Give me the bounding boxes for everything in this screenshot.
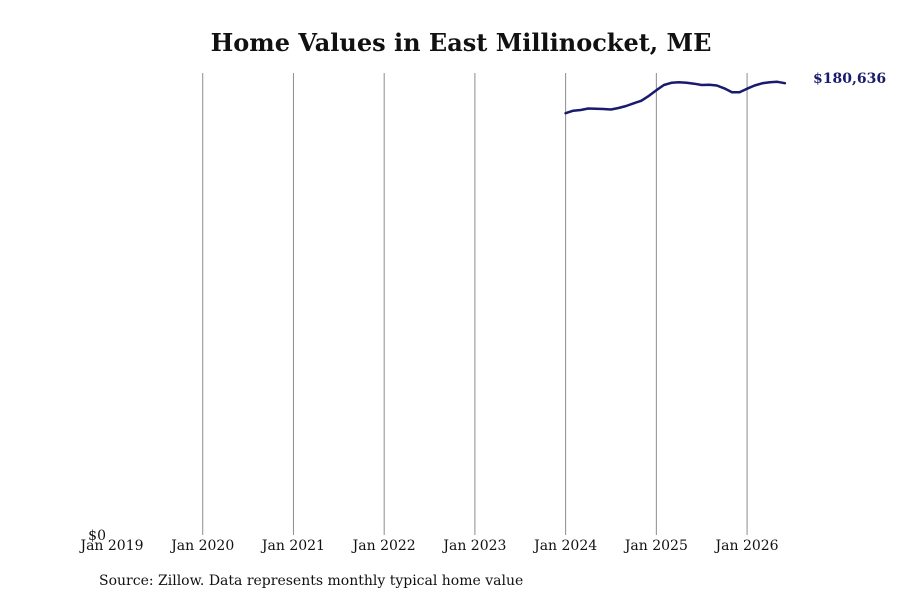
- data-point: [640, 99, 643, 102]
- series-layer: $180,636: [564, 71, 886, 115]
- x-tick-label: Jan 2023: [441, 538, 506, 554]
- data-point: [768, 81, 771, 84]
- x-axis-ticks: Jan 2019 Jan 2020 Jan 2021 Jan 2022 Jan 2023…: [78, 538, 778, 554]
- data-point: [700, 84, 703, 86]
- data-point: [731, 91, 733, 94]
- series-line: [564, 80, 787, 115]
- data-point: [783, 82, 786, 85]
- data-point: [753, 84, 756, 87]
- data-point: [602, 108, 605, 110]
- data-point: [708, 83, 711, 86]
- y-tick-label: $0: [88, 528, 106, 544]
- data-point: [685, 81, 688, 84]
- x-tick-label: Jan 2021: [260, 538, 325, 554]
- data-point: [572, 109, 575, 112]
- data-point: [655, 89, 658, 92]
- data-point: [693, 82, 696, 85]
- chart-title: Home Values in East Millinocket, ME: [210, 28, 712, 57]
- data-point: [564, 112, 567, 115]
- data-point: [678, 81, 680, 84]
- data-point: [579, 109, 582, 111]
- end-value-label: $180,636: [813, 71, 886, 87]
- source-note: Source: Zillow. Data represents monthly …: [99, 573, 524, 589]
- y-axis-ticks: $0: [88, 528, 106, 544]
- x-tick-label: Jan 2026: [714, 538, 779, 554]
- data-point: [625, 105, 628, 107]
- data-point: [776, 80, 779, 83]
- x-tick-label: Jan 2024: [532, 538, 597, 554]
- data-point: [632, 102, 635, 105]
- data-point: [617, 107, 620, 109]
- data-point: [647, 94, 650, 97]
- x-tick-label: Jan 2019: [78, 538, 143, 554]
- data-point: [723, 87, 726, 90]
- gridlines: [202, 73, 748, 535]
- data-point: [587, 107, 590, 110]
- x-tick-label: Jan 2020: [169, 538, 234, 554]
- data-point: [715, 84, 718, 87]
- data-point: [610, 108, 612, 111]
- x-tick-label: Jan 2022: [351, 538, 416, 554]
- data-point: [761, 82, 764, 85]
- data-point: [594, 107, 597, 110]
- x-tick-label: Jan 2025: [623, 538, 688, 554]
- data-point: [746, 87, 749, 90]
- data-point: [662, 84, 665, 86]
- data-point: [738, 91, 741, 94]
- data-point: [670, 81, 673, 84]
